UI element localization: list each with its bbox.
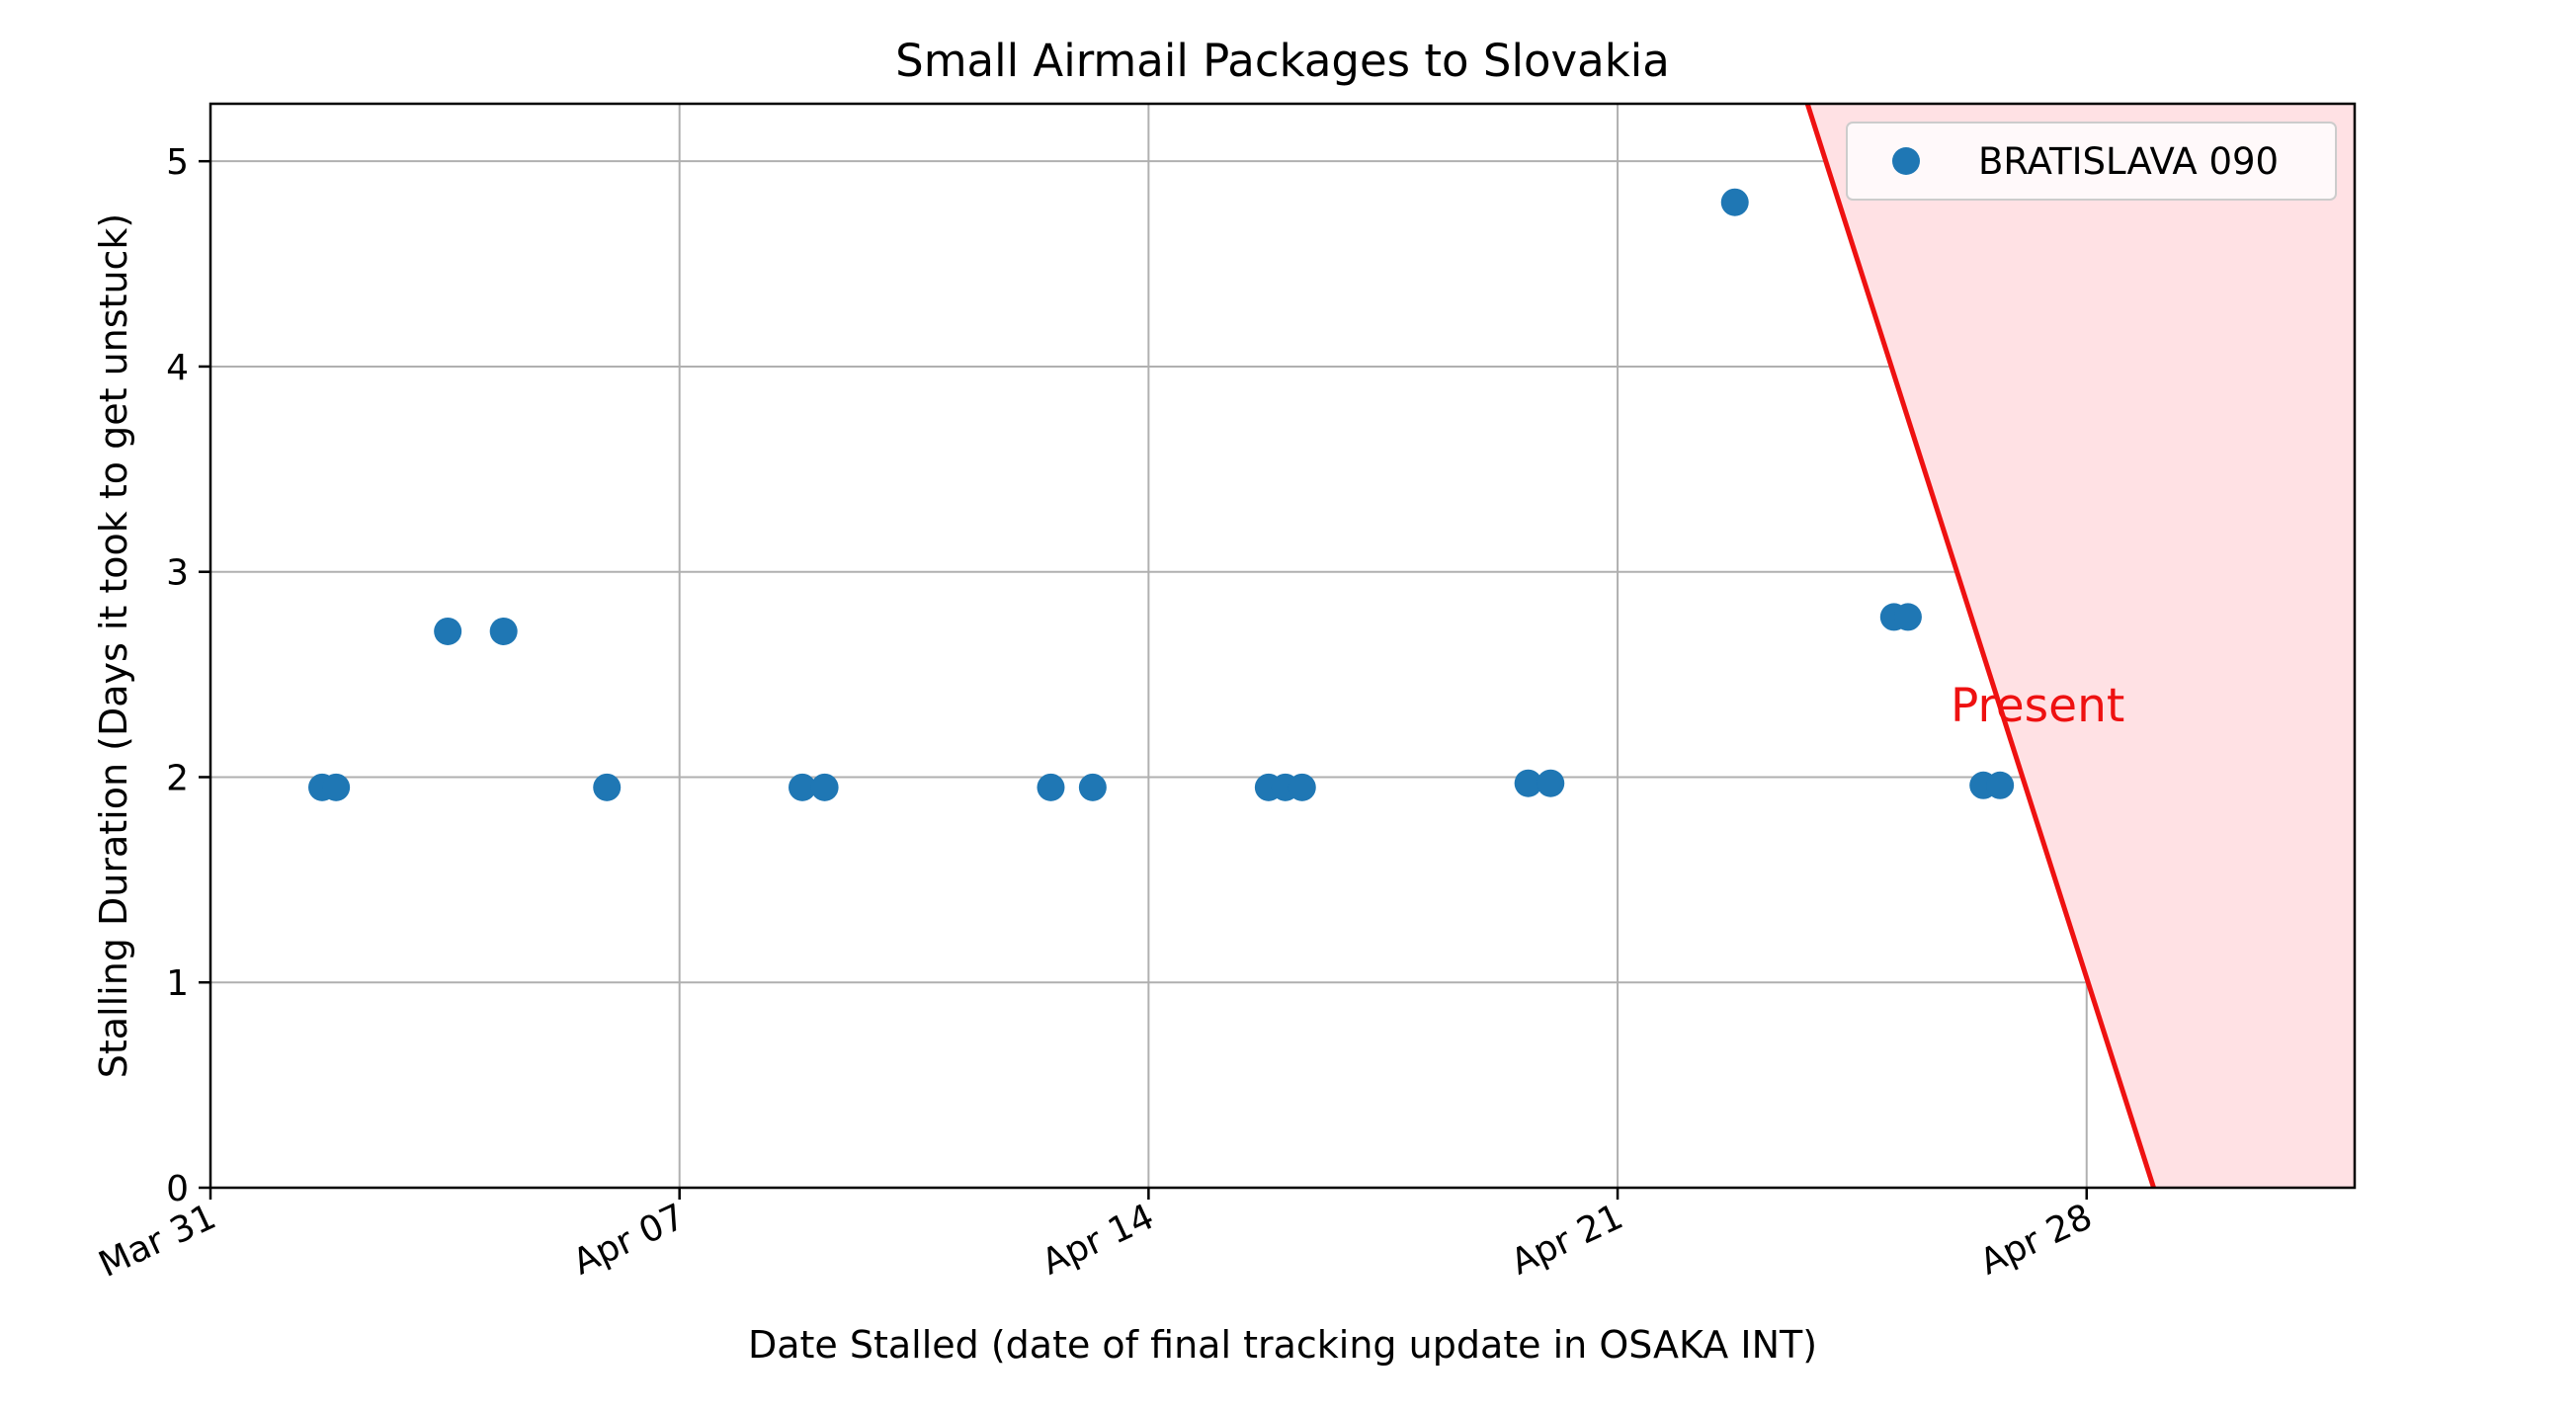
y-tick-label: 5 [166,142,189,183]
data-point [1720,188,1749,216]
legend-box [1846,122,2337,201]
data-point [489,617,518,645]
y-tick-label: 2 [166,758,189,798]
series-points [308,188,2015,801]
y-tick-label: 1 [166,963,189,1004]
data-point [1514,769,1542,797]
data-point [1986,771,2015,799]
x-tick-label: Apr 28 [1974,1197,2099,1284]
legend: BRATISLAVA 090 [1846,122,2337,201]
present-region [1804,104,2355,1188]
data-point [1893,603,1922,631]
x-tick-label: Mar 31 [93,1197,222,1286]
chart-title: Small Airmail Packages to Slovakia [895,35,1670,87]
y-tick-label: 4 [166,348,189,388]
y-tick-label: 3 [166,553,189,594]
data-point [593,773,622,801]
data-point [810,773,839,801]
data-point [1288,773,1316,801]
x-tick-label: Apr 21 [1505,1197,1629,1284]
data-point [1078,773,1107,801]
data-point [434,617,462,645]
legend-marker [1892,147,1920,175]
present-fill [1807,104,2355,1188]
present-line [1804,104,2156,1188]
x-tick-label: Apr 07 [567,1197,692,1284]
y-tick-label: 0 [166,1169,189,1209]
plot-frame [208,102,2357,1190]
data-point [1537,769,1565,797]
x-axis-label: Date Stalled (date of final tracking upd… [748,1323,1817,1367]
data-point [322,773,351,801]
data-point [789,773,817,801]
legend-entry: BRATISLAVA 090 [1978,140,2279,183]
present-label: Present [1951,679,2124,733]
x-tick-label: Apr 14 [1037,1197,1161,1284]
data-point [1037,773,1065,801]
y-axis-label: Stalling Duration (Days it took to get u… [92,213,135,1079]
